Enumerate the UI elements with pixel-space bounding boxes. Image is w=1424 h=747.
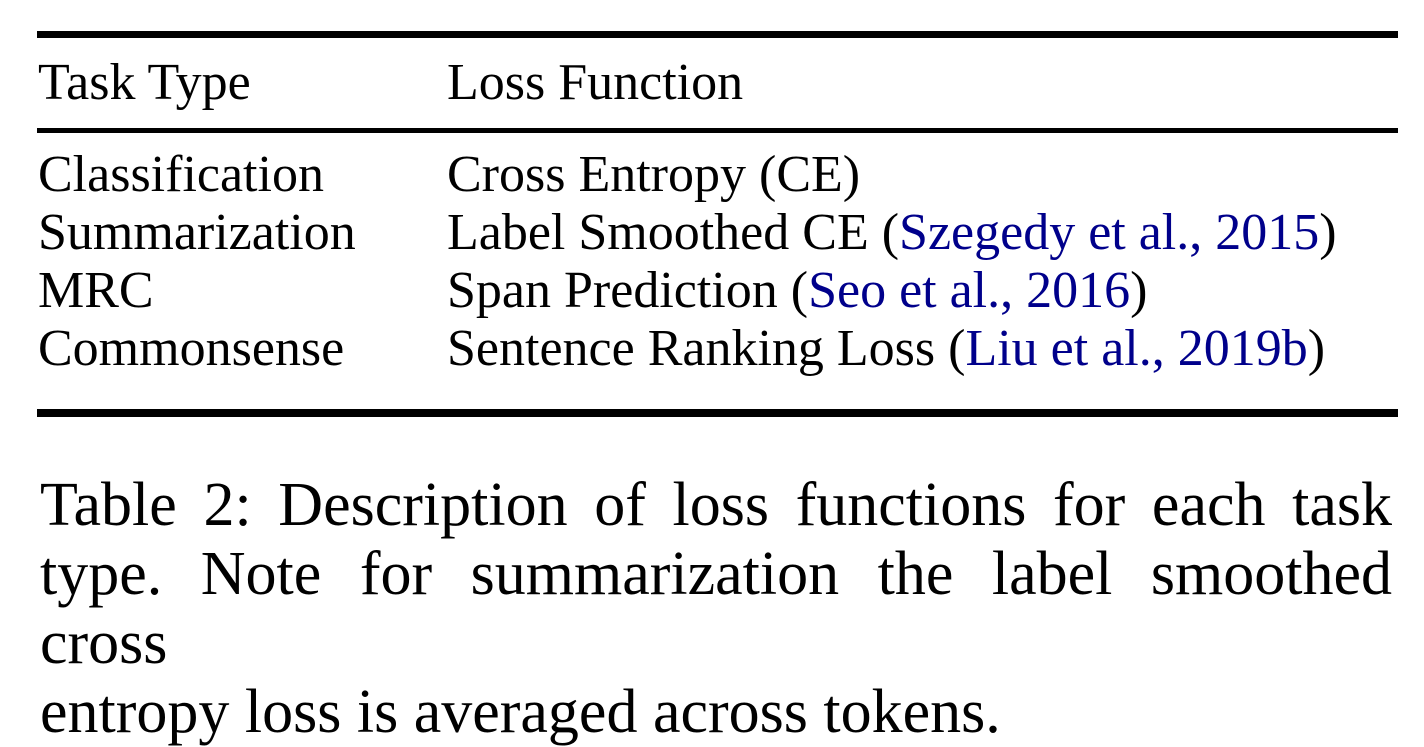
- task-type-cell: Commonsense: [38, 320, 345, 377]
- task-type-cell: Summarization: [38, 204, 356, 261]
- loss-function-text: ): [1307, 320, 1326, 377]
- loss-function-cell: Label Smoothed CE (Szegedy et al., 2015): [447, 204, 1398, 262]
- loss-function-cell: Cross Entropy (CE): [447, 146, 1398, 204]
- loss-function-cell: Span Prediction (Seo et al., 2016): [447, 262, 1398, 320]
- table-top-rule: [37, 31, 1398, 38]
- paper-table-figure: Task Type Loss Function Classification C…: [37, 31, 1398, 746]
- table-body: Classification Cross Entropy (CE) Summar…: [38, 146, 1398, 378]
- citation-link[interactable]: Szegedy et al., 2015: [899, 204, 1320, 261]
- column-header-task-type: Task Type: [38, 54, 251, 111]
- citation-link[interactable]: Seo et al., 2016: [808, 262, 1131, 319]
- table-header-row: Task Type Loss Function: [38, 57, 1398, 109]
- task-type-cell: Classification: [38, 146, 324, 203]
- loss-function-text: Label Smoothed CE (: [447, 204, 900, 261]
- caption-line: Table 2: Description of loss functions f…: [40, 471, 1392, 539]
- loss-function-text: ): [1130, 262, 1148, 319]
- table-row: Summarization Label Smoothed CE (Szegedy…: [38, 204, 1398, 262]
- loss-function-text: Cross Entropy (CE): [447, 146, 861, 203]
- column-header-loss-function: Loss Function: [447, 54, 744, 111]
- table-row: MRC Span Prediction (Seo et al., 2016): [38, 262, 1398, 320]
- task-type-cell: MRC: [38, 262, 154, 319]
- table-mid-rule: [37, 128, 1398, 133]
- caption-line: type. Note for summarization the label s…: [40, 540, 1392, 677]
- table-bottom-rule: [37, 409, 1398, 417]
- table-caption: Table 2: Description of loss functions f…: [40, 471, 1392, 747]
- table-row: Classification Cross Entropy (CE): [38, 146, 1398, 204]
- loss-function-text: Sentence Ranking Loss (: [447, 320, 966, 377]
- loss-function-cell: Sentence Ranking Loss (Liu et al., 2019b…: [447, 320, 1398, 378]
- caption-line: entropy loss is averaged across tokens.: [40, 678, 1001, 746]
- loss-function-text: ): [1319, 204, 1337, 261]
- citation-link[interactable]: Liu et al., 2019b: [965, 320, 1308, 377]
- table-row: Commonsense Sentence Ranking Loss (Liu e…: [38, 320, 1398, 378]
- loss-function-text: Span Prediction (: [447, 262, 809, 319]
